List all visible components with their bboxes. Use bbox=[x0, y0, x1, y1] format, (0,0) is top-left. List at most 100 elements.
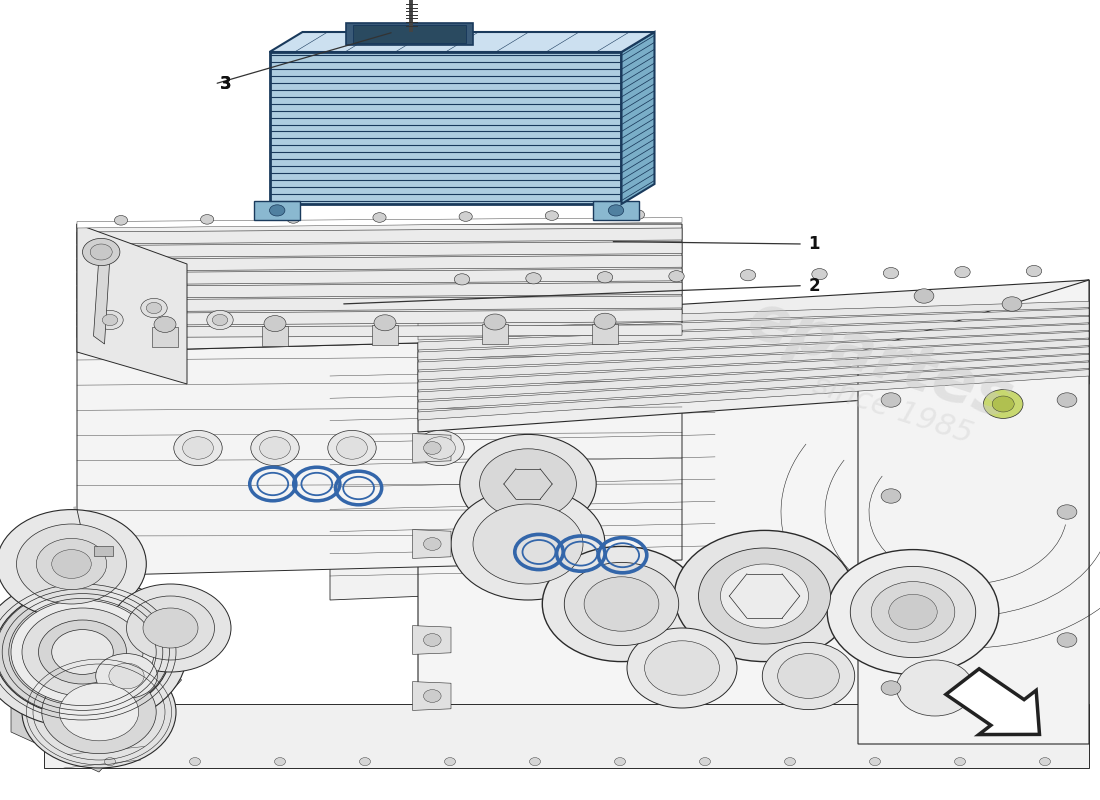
Circle shape bbox=[529, 758, 540, 766]
Circle shape bbox=[526, 273, 541, 284]
Polygon shape bbox=[418, 339, 1089, 380]
Circle shape bbox=[373, 213, 386, 222]
Circle shape bbox=[584, 577, 659, 631]
Circle shape bbox=[126, 596, 214, 660]
Circle shape bbox=[762, 642, 855, 710]
Circle shape bbox=[1057, 505, 1077, 519]
Circle shape bbox=[0, 576, 187, 728]
Circle shape bbox=[174, 430, 222, 466]
Circle shape bbox=[1026, 266, 1042, 277]
Circle shape bbox=[645, 641, 719, 695]
Polygon shape bbox=[418, 347, 1089, 390]
FancyBboxPatch shape bbox=[592, 324, 618, 344]
Circle shape bbox=[454, 274, 470, 285]
Polygon shape bbox=[412, 530, 451, 558]
Polygon shape bbox=[593, 201, 639, 220]
Polygon shape bbox=[77, 310, 682, 326]
Polygon shape bbox=[946, 669, 1040, 734]
Circle shape bbox=[200, 214, 213, 224]
Text: 2: 2 bbox=[808, 277, 820, 294]
FancyBboxPatch shape bbox=[152, 327, 178, 347]
Polygon shape bbox=[418, 316, 1089, 350]
Circle shape bbox=[871, 582, 955, 642]
Circle shape bbox=[451, 488, 605, 600]
Circle shape bbox=[473, 504, 583, 584]
Circle shape bbox=[889, 594, 937, 630]
Circle shape bbox=[425, 437, 455, 459]
Circle shape bbox=[546, 211, 559, 221]
Polygon shape bbox=[418, 324, 1089, 360]
Circle shape bbox=[459, 212, 472, 222]
Circle shape bbox=[337, 437, 367, 459]
Circle shape bbox=[1002, 297, 1022, 311]
Circle shape bbox=[615, 758, 626, 766]
Circle shape bbox=[328, 430, 376, 466]
Circle shape bbox=[264, 316, 286, 332]
FancyBboxPatch shape bbox=[372, 326, 398, 346]
Polygon shape bbox=[346, 23, 473, 45]
Circle shape bbox=[698, 548, 830, 644]
Circle shape bbox=[146, 302, 162, 314]
Circle shape bbox=[260, 437, 290, 459]
Circle shape bbox=[881, 393, 901, 407]
Text: 3: 3 bbox=[220, 75, 231, 93]
Circle shape bbox=[143, 608, 198, 648]
Circle shape bbox=[96, 654, 157, 698]
Polygon shape bbox=[412, 626, 451, 654]
Circle shape bbox=[59, 683, 139, 741]
Circle shape bbox=[251, 430, 299, 466]
Circle shape bbox=[424, 634, 441, 646]
Circle shape bbox=[608, 205, 624, 216]
Circle shape bbox=[594, 314, 616, 330]
Circle shape bbox=[16, 524, 126, 604]
Polygon shape bbox=[11, 584, 182, 772]
Circle shape bbox=[669, 270, 684, 282]
Circle shape bbox=[104, 758, 116, 766]
Circle shape bbox=[1057, 633, 1077, 647]
Polygon shape bbox=[77, 255, 682, 271]
Polygon shape bbox=[77, 228, 682, 244]
Circle shape bbox=[110, 584, 231, 672]
Circle shape bbox=[881, 681, 901, 695]
Circle shape bbox=[480, 449, 576, 519]
Polygon shape bbox=[418, 309, 1089, 340]
Circle shape bbox=[983, 390, 1023, 418]
Polygon shape bbox=[353, 26, 466, 42]
Circle shape bbox=[22, 656, 176, 768]
Circle shape bbox=[1057, 393, 1077, 407]
Text: 3: 3 bbox=[220, 75, 231, 93]
Circle shape bbox=[992, 396, 1014, 412]
Circle shape bbox=[52, 550, 91, 578]
FancyBboxPatch shape bbox=[482, 325, 508, 345]
Polygon shape bbox=[44, 704, 1089, 768]
Circle shape bbox=[484, 314, 506, 330]
Circle shape bbox=[52, 630, 113, 674]
Circle shape bbox=[720, 564, 808, 628]
Polygon shape bbox=[418, 362, 1089, 410]
Circle shape bbox=[700, 758, 711, 766]
Circle shape bbox=[542, 546, 701, 662]
Circle shape bbox=[850, 566, 976, 658]
Circle shape bbox=[627, 628, 737, 708]
Circle shape bbox=[444, 758, 455, 766]
Circle shape bbox=[287, 214, 300, 223]
Polygon shape bbox=[418, 354, 1089, 400]
Circle shape bbox=[883, 267, 899, 278]
Circle shape bbox=[869, 758, 880, 766]
Circle shape bbox=[109, 663, 144, 689]
Circle shape bbox=[1002, 721, 1022, 735]
Circle shape bbox=[460, 434, 596, 534]
Polygon shape bbox=[77, 224, 682, 352]
Polygon shape bbox=[270, 32, 654, 52]
Circle shape bbox=[270, 205, 285, 216]
Circle shape bbox=[39, 620, 126, 684]
Circle shape bbox=[183, 437, 213, 459]
Circle shape bbox=[90, 244, 112, 260]
Circle shape bbox=[812, 269, 827, 280]
Polygon shape bbox=[77, 224, 187, 384]
Circle shape bbox=[424, 538, 441, 550]
Circle shape bbox=[896, 660, 974, 716]
Polygon shape bbox=[330, 360, 715, 600]
Circle shape bbox=[82, 238, 120, 266]
Circle shape bbox=[597, 272, 613, 283]
